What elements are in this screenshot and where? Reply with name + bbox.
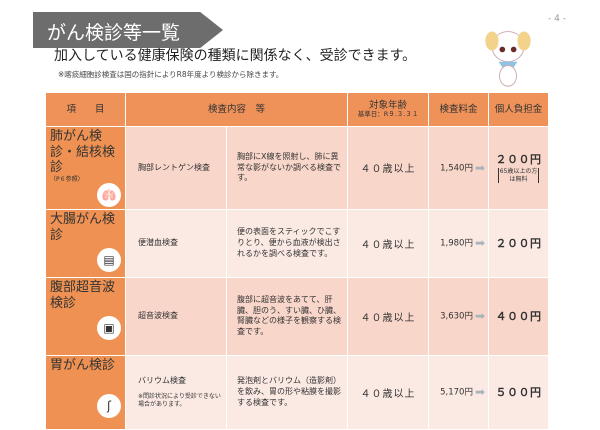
dog-mascot-illustration bbox=[485, 31, 531, 87]
note: ※喀痰細胞診検査は国の指針によりR8年度より検診から除きます。 bbox=[58, 70, 284, 79]
stomach-icon: ʃ bbox=[97, 393, 121, 418]
page-number: - 4 - bbox=[548, 14, 566, 24]
table-row: 肺がん検診・結核検診 （P６参照） 🫁 胸部レントゲン検査 胸部にX線を照射し、肺に… bbox=[45, 126, 550, 210]
header-item: 項 目 bbox=[45, 92, 126, 127]
cancer-screening-table: 項 目 検査内容 等 対象年齢 基準日：R９.３.３１ 検査料金 個人負担金 肺が… bbox=[45, 92, 550, 430]
table-header: 項 目 検査内容 等 対象年齢 基準日：R９.３.３１ 検査料金 個人負担金 bbox=[45, 92, 550, 127]
table-row: 腹部超音波検診 ▣ 超音波検査 腹部に超音波をあてて、肝臓、胆のう、すい臓、ひ臓、… bbox=[45, 276, 550, 356]
lungs-icon: 🫁 bbox=[97, 182, 121, 207]
header-content: 検査内容 等 bbox=[124, 92, 349, 127]
arrow-right-icon: ➡ bbox=[474, 236, 486, 251]
header-fee: 検査料金 bbox=[428, 92, 490, 127]
arrow-right-icon: ➡ bbox=[474, 309, 486, 324]
arrow-right-icon: ➡ bbox=[474, 160, 486, 175]
ultrasound-icon: ▣ bbox=[97, 315, 121, 340]
table-row: 胃がん検診 ʃ バリウム検査 ※問診状況により受診できない場合があります。 発泡剤と… bbox=[45, 354, 550, 430]
intestine-icon: ▤ bbox=[97, 247, 121, 272]
table-row: 大腸がん検診 ▤ 便潜血検査 便の表面をスティックでこすりとり、便から血液が検出さ… bbox=[45, 208, 550, 278]
page-title: がん検診等一覧 bbox=[33, 12, 223, 48]
arrow-right-icon: ➡ bbox=[474, 385, 486, 400]
header-age: 対象年齢 基準日：R９.３.３１ bbox=[347, 92, 430, 127]
subtitle: 加入している健康保険の種類に関係なく、受診できます。 bbox=[54, 48, 417, 64]
header-charge: 個人負担金 bbox=[488, 92, 550, 127]
